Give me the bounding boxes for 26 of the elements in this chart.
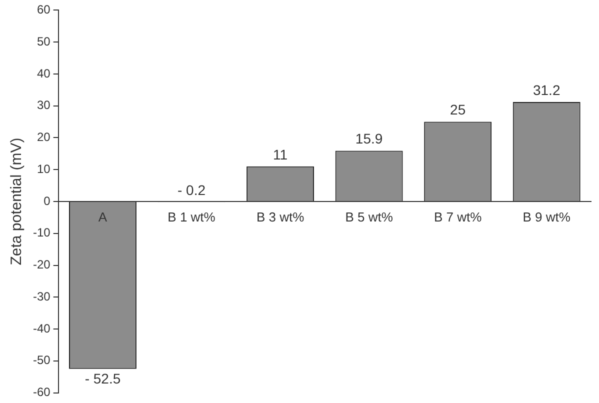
- x-tick-label: B 7 wt%: [434, 210, 482, 225]
- y-tick-label: -10: [33, 226, 51, 240]
- y-tick-label: 60: [36, 2, 51, 17]
- y-tick-label: 0: [44, 194, 51, 208]
- y-tick-label: -30: [33, 289, 51, 304]
- y-tick-label: 10: [36, 162, 51, 176]
- y-tick-label: -50: [33, 353, 51, 368]
- y-tick-label: -20: [33, 258, 51, 272]
- y-tick-label: 30: [36, 98, 51, 112]
- y-tick-label: -40: [33, 321, 51, 336]
- x-tick-label: B 3 wt%: [256, 210, 305, 225]
- x-tick-label: A: [98, 210, 108, 225]
- y-tick-label: -60: [33, 385, 51, 400]
- data-label: 31.2: [532, 82, 560, 98]
- data-label: - 52.5: [84, 370, 121, 387]
- y-tick-label: 50: [36, 34, 51, 48]
- y-axis-title: Zeta potential (mV): [8, 138, 26, 266]
- y-tick-label: 20: [36, 130, 51, 144]
- y-tick-label: 40: [36, 66, 51, 80]
- x-tick-label: B 9 wt%: [522, 210, 571, 225]
- data-label: 15.9: [355, 130, 383, 147]
- x-tick-label: B 5 wt%: [345, 210, 394, 225]
- data-label: - 0.2: [178, 182, 206, 198]
- x-tick-label: B 1 wt%: [168, 210, 216, 225]
- data-label: 11: [273, 146, 288, 162]
- data-label: 25: [450, 102, 466, 118]
